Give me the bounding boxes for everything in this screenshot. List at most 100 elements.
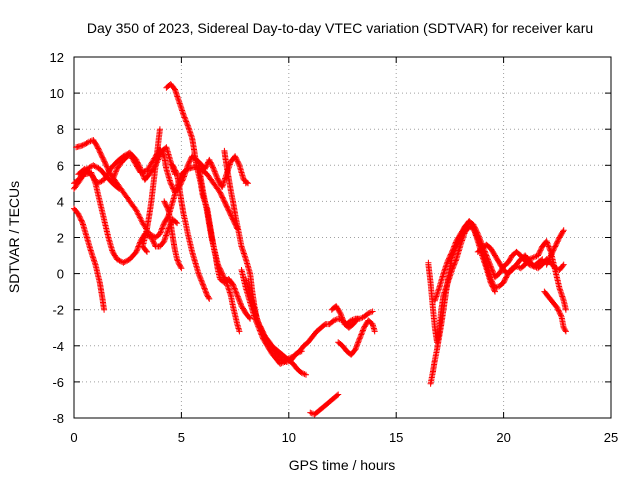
data-point: [121, 259, 128, 265]
data-point: [133, 247, 140, 254]
data-point: [535, 251, 542, 258]
data-point: [173, 219, 179, 226]
data-point: [203, 290, 210, 297]
data-point: [554, 304, 561, 311]
data-point: [79, 218, 85, 225]
data-point: [235, 161, 242, 167]
data-point: [202, 165, 208, 172]
y-tick-label: 12: [50, 50, 64, 65]
data-point: [206, 156, 213, 163]
data-point: [220, 195, 227, 202]
data-point: [500, 279, 507, 286]
data-point: [546, 256, 552, 263]
data-point: [210, 165, 217, 172]
data-point: [492, 288, 498, 295]
data-point: [134, 208, 140, 215]
data-point: [294, 350, 301, 356]
data-point: [451, 242, 458, 249]
data-point: [548, 251, 555, 258]
data-point: [75, 211, 82, 217]
data-point: [225, 206, 231, 213]
data-point: [261, 334, 268, 340]
data-point: [550, 247, 557, 254]
data-point: [487, 279, 494, 286]
data-point: [149, 237, 156, 244]
data-point: [208, 162, 215, 168]
data-point: [222, 277, 229, 283]
data-point: [94, 180, 101, 187]
data-point: [199, 280, 206, 287]
data-point: [167, 180, 174, 187]
data-point: [110, 174, 117, 180]
data-point: [164, 204, 171, 211]
data-point: [354, 341, 361, 347]
data-point: [297, 348, 304, 355]
data-point: [551, 244, 558, 251]
series-track-p: [328, 303, 361, 331]
data-point: [178, 265, 185, 272]
data-point: [90, 162, 97, 169]
data-point: [549, 250, 556, 256]
data-point: [174, 220, 181, 227]
data-point: [357, 334, 364, 341]
x-tick-label: 10: [282, 430, 296, 445]
data-point: [301, 371, 308, 378]
data-point: [213, 174, 220, 180]
data-point: [123, 258, 129, 265]
data-point: [160, 152, 167, 159]
data-point: [549, 248, 556, 255]
data-point: [330, 317, 337, 324]
y-tick-label: 8: [57, 122, 64, 137]
data-point: [164, 206, 171, 213]
data-point: [562, 327, 569, 334]
data-point: [79, 142, 86, 149]
data-point: [546, 255, 553, 262]
x-tick-label: 20: [496, 430, 510, 445]
data-point: [143, 247, 150, 254]
y-tick-label: 4: [57, 194, 64, 209]
x-axis-label: GPS time / hours: [289, 457, 396, 473]
data-point: [205, 294, 212, 301]
data-point: [222, 201, 229, 207]
data-point: [101, 306, 108, 313]
data-point: [218, 268, 224, 274]
data-point: [559, 262, 566, 269]
data-point: [138, 217, 145, 224]
data-point: [353, 316, 360, 323]
data-point: [116, 257, 123, 264]
data-point: [358, 315, 365, 322]
data-point: [97, 150, 104, 157]
data-point: [168, 181, 175, 188]
data-point: [136, 213, 143, 219]
data-point: [226, 208, 233, 215]
data-point: [186, 159, 193, 166]
data-point: [232, 288, 239, 295]
series-track-k: [195, 162, 243, 335]
y-tick-label: -4: [52, 339, 64, 354]
data-point: [488, 282, 495, 289]
data-point: [538, 246, 544, 253]
data-point: [450, 246, 457, 253]
data-point: [98, 153, 105, 160]
data-point: [225, 207, 232, 214]
data-point: [550, 246, 557, 253]
y-tick-label: -6: [52, 375, 64, 390]
data-point: [303, 371, 309, 378]
data-point: [544, 260, 551, 267]
data-point: [183, 118, 190, 125]
data-point: [233, 157, 240, 164]
data-point: [356, 336, 363, 343]
data-point: [115, 256, 122, 263]
data-point: [179, 177, 186, 184]
data-point: [560, 261, 567, 268]
data-point: [262, 335, 269, 342]
data-point: [102, 161, 109, 167]
data-point: [100, 157, 107, 164]
x-tick-label: 25: [604, 430, 618, 445]
data-point: [102, 159, 108, 166]
axis-ticks: 0 5 10 15 20 25 -8 -6 -4 -2 0 2 4 6 8 10 12: [50, 50, 619, 445]
data-point: [133, 207, 140, 214]
data-point: [425, 259, 432, 266]
series-isolated: [242, 180, 432, 266]
series-track-w: [541, 288, 569, 335]
